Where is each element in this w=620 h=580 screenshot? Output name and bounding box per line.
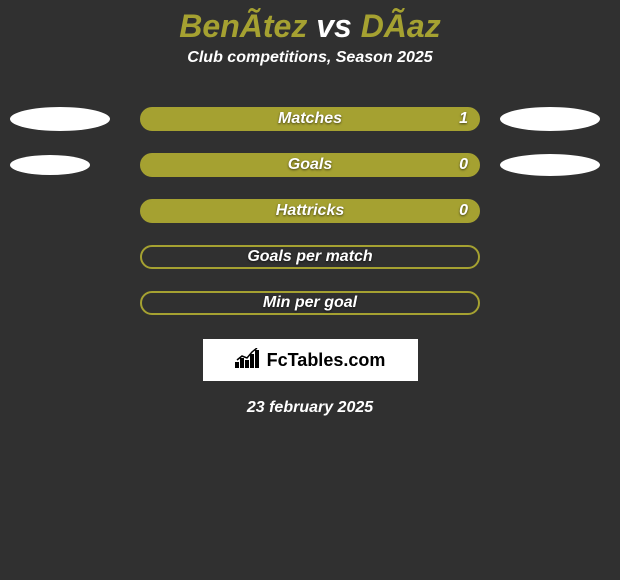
player-a-name: BenÃ­tez [179,8,307,44]
stat-row: Goals 0 [0,153,620,177]
left-value-ellipse [10,107,110,131]
stat-row: Goals per match [0,245,620,269]
stat-value-right: 1 [459,110,468,128]
stat-label: Goals [288,156,332,174]
stat-bar: Goals per match [140,245,480,269]
left-value-ellipse [10,155,90,175]
stat-row: Hattricks 0 [0,199,620,223]
stat-row: Matches 1 [0,107,620,131]
player-b-name: DÃ­az [361,8,441,44]
right-value-ellipse [500,107,600,131]
stat-value-right: 0 [459,202,468,220]
stat-bar: Goals 0 [140,153,480,177]
vs-separator: vs [316,8,352,44]
stat-row: Min per goal [0,291,620,315]
stat-bar: Hattricks 0 [140,199,480,223]
stat-rows: Matches 1 Goals 0 Hattricks 0 Goals per match M… [0,107,620,315]
stat-bar: Min per goal [140,291,480,315]
comparison-infographic: BenÃ­tez vs DÃ­az Club competitions, Sea… [0,0,620,417]
right-value-ellipse [500,154,600,176]
date-text: 23 february 2025 [0,399,620,417]
subtitle: Club competitions, Season 2025 [0,49,620,67]
stat-label: Goals per match [247,248,372,266]
fctables-chart-icon [235,348,263,373]
stat-value-right: 0 [459,156,468,174]
stat-label: Hattricks [276,202,344,220]
stat-bar: Matches 1 [140,107,480,131]
page-title: BenÃ­tez vs DÃ­az [0,0,620,49]
stat-label: Min per goal [263,294,357,312]
stat-label: Matches [278,110,342,128]
logo-text: FcTables.com [267,350,386,371]
logo-box: FcTables.com [203,339,418,381]
